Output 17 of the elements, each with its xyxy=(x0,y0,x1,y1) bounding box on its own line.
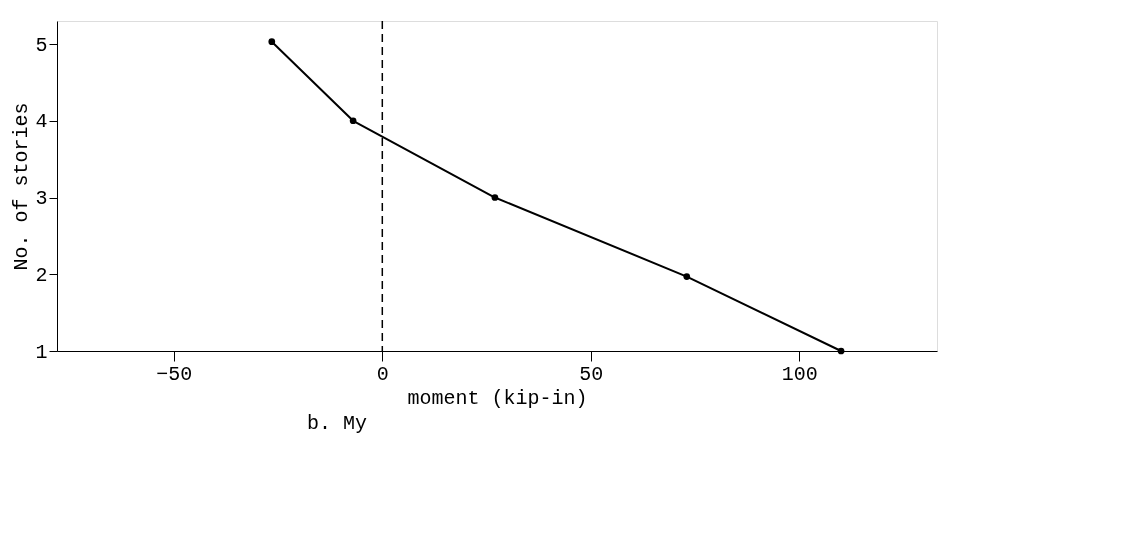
point xyxy=(683,273,691,280)
y-tick-label: 1 xyxy=(35,340,48,364)
y-tick-label: 4 xyxy=(35,110,48,134)
text: b. My xyxy=(307,412,368,435)
x-tick-label: −50 xyxy=(156,362,193,386)
x-tick-label: 0 xyxy=(376,362,389,386)
y-axis-title: No. of stories xyxy=(10,102,34,271)
point xyxy=(837,347,845,355)
y-tick-label: 3 xyxy=(35,187,48,211)
point xyxy=(268,38,276,46)
point xyxy=(349,117,357,125)
y-tick-label: 2 xyxy=(35,263,48,287)
x-tick-label: 100 xyxy=(781,362,818,386)
point xyxy=(491,194,499,201)
x-tick-label: 50 xyxy=(579,362,604,386)
y-tick-label: 5 xyxy=(35,33,48,57)
x-axis-title: moment (kip-in) xyxy=(407,386,588,410)
